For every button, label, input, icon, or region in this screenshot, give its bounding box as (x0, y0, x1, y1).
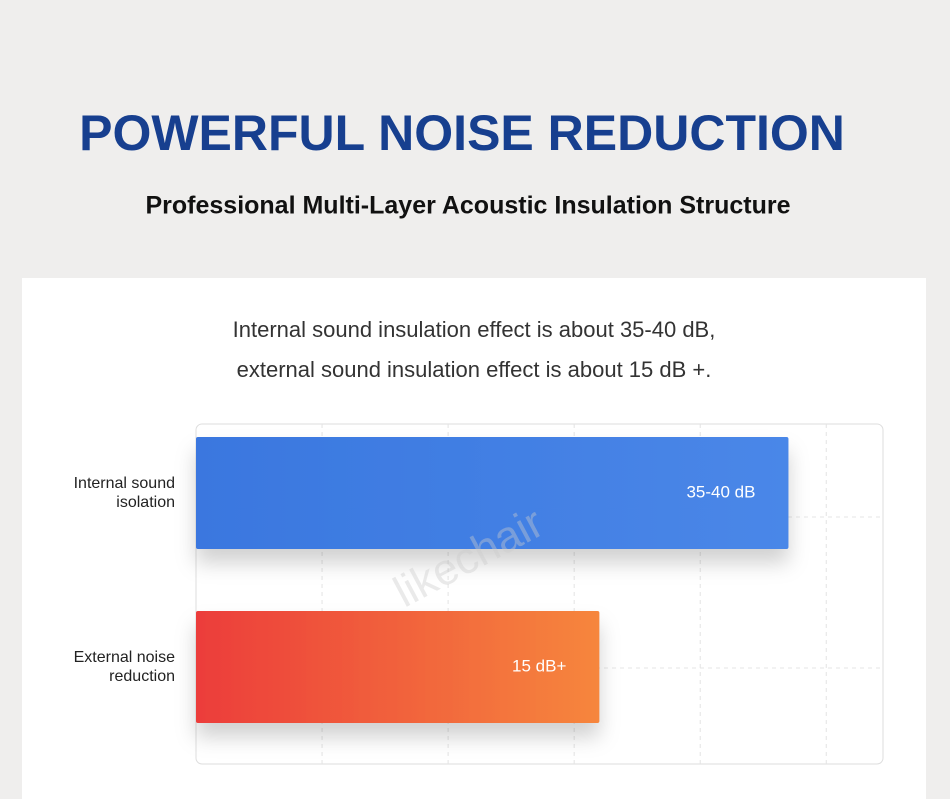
subtitle: Professional Multi-Layer Acoustic Insula… (145, 192, 790, 220)
plot-frame (195, 423, 884, 765)
bar-label: 35-40 dB (686, 482, 755, 501)
title: POWERFUL NOISE REDUCTION (79, 105, 845, 161)
bar (196, 611, 600, 723)
bar (196, 437, 789, 549)
category-label: External noise reduction (73, 649, 175, 685)
description: external sound insulation effect is abou… (237, 357, 712, 382)
bar-label: 15 dB+ (512, 656, 566, 675)
category-label: Internal sound isolation (73, 475, 175, 511)
description: Internal sound insulation effect is abou… (233, 317, 716, 342)
